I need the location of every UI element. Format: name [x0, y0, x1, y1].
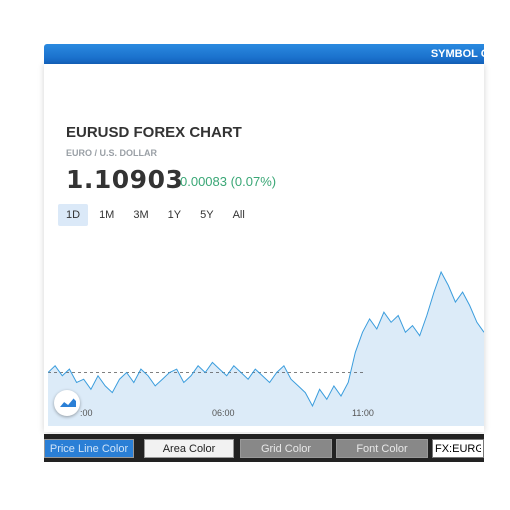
chart-widget-frame: SYMBOL OVE EURUSD FOREX CHART EURO / U.S…	[44, 44, 484, 464]
font-color-button[interactable]: Font Color	[336, 439, 428, 458]
range-3m[interactable]: 3M	[133, 209, 149, 221]
chart-title: EURUSD FOREX CHART	[66, 124, 242, 141]
range-1m[interactable]: 1M	[99, 209, 115, 221]
grid-color-button[interactable]: Grid Color	[240, 439, 332, 458]
current-price: 1.10903	[66, 165, 184, 194]
x-tick-label: :00	[80, 408, 93, 418]
symbol-overview-banner: SYMBOL OVE	[44, 44, 484, 64]
chart-subtitle: EURO / U.S. DOLLAR	[66, 148, 158, 158]
color-controls-bar: Price Line Color Area Color Grid Color F…	[44, 434, 484, 462]
range-1d[interactable]: 1D	[58, 204, 89, 226]
price-line-color-button[interactable]: Price Line Color	[44, 439, 134, 458]
range-selector: 1D 1M 3M 1Y 5Y All	[58, 204, 256, 226]
area-fill	[48, 272, 484, 426]
price-change: 0.00083 (0.07%)	[180, 174, 277, 189]
range-all[interactable]: All	[232, 209, 245, 221]
area-color-button[interactable]: Area Color	[144, 439, 234, 458]
price-area-chart[interactable]	[48, 226, 484, 426]
range-5y[interactable]: 5Y	[200, 209, 214, 221]
x-tick-label: 06:00	[212, 408, 235, 418]
tradingview-logo-icon[interactable]	[54, 390, 80, 416]
price-line	[48, 270, 484, 408]
range-1y[interactable]: 1Y	[167, 209, 182, 221]
symbol-input[interactable]	[432, 439, 484, 458]
x-tick-label: 11:00	[352, 408, 374, 418]
